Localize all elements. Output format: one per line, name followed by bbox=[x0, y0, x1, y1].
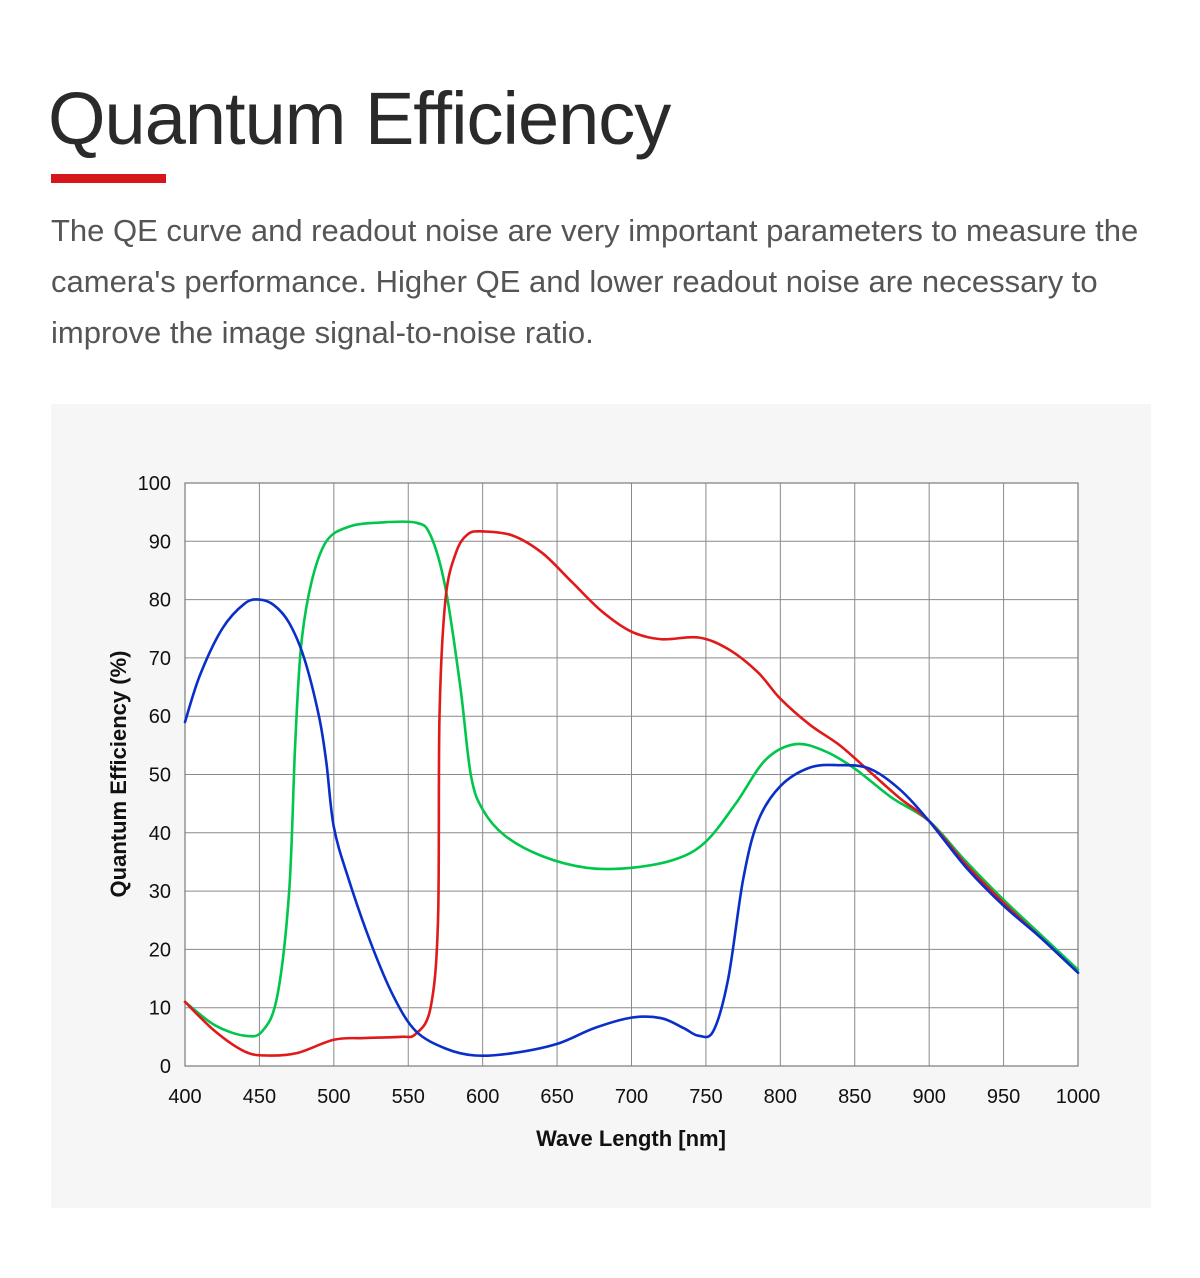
x-tick-label: 500 bbox=[317, 1086, 350, 1108]
y-tick-label: 40 bbox=[149, 823, 171, 845]
y-tick-label: 80 bbox=[149, 590, 171, 612]
x-tick-label: 1000 bbox=[1056, 1086, 1101, 1108]
description-paragraph: The QE curve and readout noise are very … bbox=[51, 213, 1139, 350]
y-tick-label: 100 bbox=[138, 473, 171, 495]
y-tick-label: 20 bbox=[149, 939, 171, 961]
y-tick-label: 10 bbox=[149, 998, 171, 1020]
y-axis-title: Quantum Efficiency (%) bbox=[106, 651, 131, 898]
plot-frame bbox=[184, 482, 1079, 1067]
tick-layer: 400 450 500 550 600 650 700 750 800 850 900 950 1000… bbox=[138, 473, 1101, 1108]
title-underline bbox=[51, 174, 166, 183]
green-qe-curve bbox=[183, 520, 1080, 1038]
x-tick-label: 700 bbox=[615, 1086, 648, 1108]
y-tick-label: 70 bbox=[149, 648, 171, 670]
x-tick-label: 800 bbox=[764, 1086, 797, 1108]
grid-layer bbox=[184, 482, 1079, 1067]
y-tick-label: 30 bbox=[149, 881, 171, 903]
x-tick-label: 950 bbox=[987, 1086, 1020, 1108]
red-qe-curve bbox=[183, 529, 1080, 1057]
x-tick-label: 750 bbox=[689, 1086, 722, 1108]
y-tick-label: 50 bbox=[149, 765, 171, 787]
x-tick-label: 550 bbox=[392, 1086, 425, 1108]
x-tick-label: 450 bbox=[243, 1086, 276, 1108]
qe-chart: 400 450 500 550 600 650 700 750 800 850 900 950 1000… bbox=[106, 473, 1101, 1151]
blue-qe-curve bbox=[183, 598, 1080, 1058]
qe-chart-panel: 400 450 500 550 600 650 700 750 800 850 900 950 1000… bbox=[51, 404, 1151, 1208]
x-tick-label: 400 bbox=[168, 1086, 201, 1108]
curve-layer bbox=[183, 520, 1080, 1058]
y-tick-label: 90 bbox=[149, 531, 171, 553]
x-tick-label: 900 bbox=[912, 1086, 945, 1108]
x-tick-label: 850 bbox=[838, 1086, 871, 1108]
page-title: Quantum Efficiency bbox=[48, 77, 671, 160]
y-tick-label: 60 bbox=[149, 706, 171, 728]
x-axis-title: Wave Length [nm] bbox=[536, 1126, 726, 1151]
x-tick-label: 600 bbox=[466, 1086, 499, 1108]
x-tick-label: 650 bbox=[540, 1086, 573, 1108]
y-tick-label: 0 bbox=[160, 1056, 171, 1078]
